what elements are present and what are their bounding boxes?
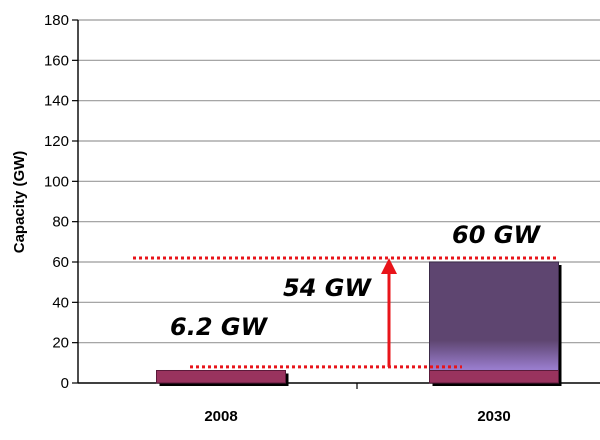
annotation-60-gw: 60 GW bbox=[452, 221, 541, 249]
y-tick-label-160: 160 bbox=[44, 52, 69, 69]
bar-base-2030 bbox=[429, 369, 559, 384]
x-category-label-2030: 2030 bbox=[477, 408, 510, 425]
bar-growth-2030 bbox=[429, 261, 559, 371]
y-tick-label-120: 120 bbox=[44, 133, 69, 150]
y-tick-label-180: 180 bbox=[44, 12, 69, 29]
y-tick-label-60: 60 bbox=[52, 254, 69, 271]
bar-base-2008 bbox=[156, 369, 286, 384]
y-axis-title: Capacity (GW) bbox=[11, 151, 28, 254]
gridlines bbox=[78, 19, 600, 344]
growth-arrow-head bbox=[381, 257, 397, 274]
bars bbox=[156, 261, 562, 386]
y-tick-label-20: 20 bbox=[52, 335, 69, 352]
y-tick-label-140: 140 bbox=[44, 93, 69, 110]
labels: 0 20 40 60 80 100 120 140 160 180 2008 2030 60 GW 54 … bbox=[44, 12, 541, 425]
y-tick-label-0: 0 bbox=[61, 375, 69, 392]
reference-lines bbox=[133, 256, 559, 369]
x-category-label-2008: 2008 bbox=[204, 408, 237, 425]
y-tick-label-40: 40 bbox=[52, 294, 69, 311]
y-tick-label-100: 100 bbox=[44, 173, 69, 190]
annotation-6-2-gw: 6.2 GW bbox=[170, 313, 269, 341]
y-tick-label-80: 80 bbox=[52, 214, 69, 231]
annotation-54-gw: 54 GW bbox=[283, 274, 372, 302]
